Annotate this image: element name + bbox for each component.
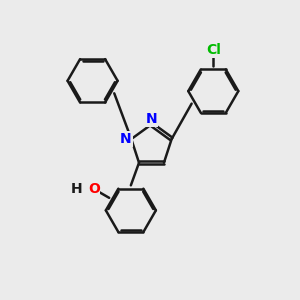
Text: O: O — [88, 182, 100, 196]
Text: N: N — [146, 112, 157, 126]
Text: Cl: Cl — [206, 43, 221, 57]
Text: N: N — [120, 132, 132, 146]
Text: H: H — [71, 182, 83, 196]
